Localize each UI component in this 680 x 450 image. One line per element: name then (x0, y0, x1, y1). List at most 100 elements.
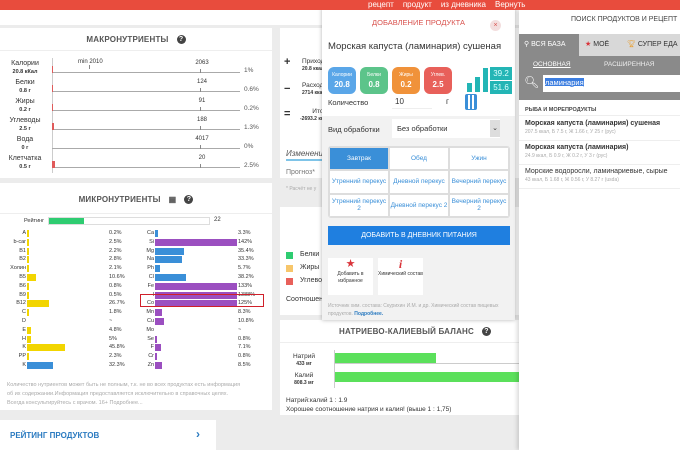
micro-percent: 142% (238, 238, 253, 245)
meal-option[interactable]: Вечерний перекус 2 (449, 193, 509, 217)
norm-value: 4017 (195, 136, 209, 142)
meal-option[interactable]: Утренний перекус (329, 170, 389, 194)
link-product[interactable]: продукт (402, 0, 432, 9)
micro-bar (155, 344, 161, 352)
micro-name: C (22, 309, 26, 316)
micro-name: Se (147, 335, 154, 342)
link-from-diary[interactable]: из дневника (440, 0, 486, 9)
micro-row: Se 0.8% (128, 335, 268, 344)
micro-bar (27, 274, 36, 281)
macro-row: Белки 0.8 г 124 0.6% (0, 79, 272, 98)
search-result[interactable]: Морские водоросли, ламинариевые, сырые 43… (519, 165, 680, 189)
micro-bar (155, 256, 183, 264)
quantity-label: Количество (328, 98, 369, 107)
add-to-diary-button[interactable]: ДОБАВИТЬ В ДНЕВНИК ПИТАНИЯ (328, 226, 510, 245)
micro-bar (27, 309, 29, 317)
link-recipe[interactable]: рецепт (368, 0, 394, 9)
total-label: Итого (312, 108, 330, 115)
micro-bar (155, 230, 158, 237)
meal-option[interactable]: Вечерний перекус (449, 170, 509, 194)
micro-percent: 10.6% (109, 274, 125, 280)
nutrient-badge: Калории 20.8 (328, 67, 356, 94)
potassium-label: Калий (294, 372, 314, 379)
quantity-input[interactable]: 10 (392, 94, 432, 109)
meal-option[interactable]: Дневной перекус 2 (389, 193, 449, 217)
micro-row: H 5% (0, 335, 140, 344)
score-bottom: 51.6 (493, 83, 509, 92)
micro-name: Fe (147, 282, 154, 289)
tab-all-base[interactable]: ⚲ ВСЯ БАЗА (519, 34, 579, 56)
micro-percent: 2.5% (109, 238, 122, 245)
micro-percent: 125% (238, 300, 253, 307)
badge-label: Белки (367, 72, 381, 78)
more-link[interactable]: Подробнее. (354, 311, 384, 317)
tab-super-food[interactable]: 🏆︎ СУПЕР ЕДА (627, 34, 678, 56)
meal-option[interactable]: Ужин (449, 147, 509, 171)
search-result[interactable]: Морская капуста (ламинария) сушеная 207.5… (519, 117, 680, 141)
percent-value: 0.2% (244, 105, 259, 112)
micro-name: K (22, 362, 26, 368)
search-input[interactable]: ламинария (543, 75, 680, 92)
favorite-label: Добавить в избранное (337, 271, 364, 284)
micro-percent: 0.8% (109, 282, 122, 289)
badge-label: Жиры (399, 72, 413, 78)
meal-option[interactable]: Обед (389, 147, 449, 171)
search-result[interactable]: Морская капуста (ламинария) 24.9 ккал, Б … (519, 141, 680, 165)
product-rating-link[interactable]: РЕЙТИНГ ПРОДУКТОВ › (0, 420, 216, 450)
macro-row: Калории 20.8 кКал 2063 1% (0, 60, 272, 79)
chemical-label: Химический состав (378, 271, 423, 277)
chevron-down-icon[interactable]: ⌄ (490, 120, 500, 137)
meal-option[interactable]: Утренний перекус 2 (329, 193, 389, 217)
micro-percent: 2.2% (109, 247, 122, 254)
link-return[interactable]: Вернуть (494, 0, 526, 9)
total-value: -2693.2 ккал (300, 116, 330, 122)
result-info: 43 ккал, Б 1.68 г, Ж 0.56 г, У 8.27 г (u… (525, 177, 619, 183)
micro-title: МИКРОНУТРИЕНТЫ (78, 195, 161, 204)
micro-bar (155, 353, 157, 361)
help-icon[interactable]: ? (184, 195, 194, 205)
micro-disclaimer: Количество нутриентов может быть не полн… (7, 382, 241, 406)
forecast-note: * Расчёт не у (286, 186, 317, 192)
micro-bar (27, 326, 31, 334)
sodium-bar (335, 353, 436, 363)
macro-row: Жиры 0.2 г 91 0.2% (0, 98, 272, 117)
micro-row: PP 2.3% (0, 353, 140, 361)
macro-bar (52, 104, 53, 111)
micro-bar (27, 353, 29, 361)
expense-label: Расход (302, 82, 324, 89)
macro-label: Жиры 0.2 г (4, 98, 46, 114)
tab-mine[interactable]: ★ МОЁ (585, 34, 609, 56)
subtab-basic[interactable]: ОСНОВНАЯ (533, 61, 571, 68)
macro-bar (52, 85, 53, 92)
micro-bar (27, 335, 32, 343)
micro-row: B6 0.8% (0, 282, 140, 291)
add-favorite-button[interactable]: ★ Добавить в избранное (328, 258, 373, 295)
micro-percent: 26.7% (109, 300, 125, 307)
micro-percent: 7.1% (238, 344, 251, 351)
processing-select[interactable]: Без обработки (392, 119, 500, 138)
sodium-label: Натрий (292, 353, 316, 360)
calculator-icon[interactable] (465, 94, 477, 110)
micro-name: Mg (146, 247, 154, 254)
close-icon[interactable]: × (490, 20, 501, 31)
micro-percent: 1.8% (109, 309, 122, 316)
micro-row: Cu 10.8% (128, 318, 268, 326)
chemical-composition-button[interactable]: i Химический состав (378, 258, 423, 295)
micro-row: B12 26.7% (0, 300, 140, 308)
micro-percent: 8.5% (238, 362, 251, 368)
micro-row: Fe 133% (128, 282, 268, 291)
nutrient-name: Жиры (15, 98, 35, 105)
micro-bar (155, 247, 185, 255)
meal-option[interactable]: Завтрак (329, 147, 389, 171)
help-icon[interactable]: ? (482, 327, 492, 337)
meal-option[interactable]: Дневной перекус (389, 170, 449, 194)
nutrient-badge: Углев. 2.5 (424, 67, 452, 94)
changes-tab[interactable]: Изменения (286, 149, 328, 158)
help-icon[interactable]: ? (176, 35, 186, 45)
micro-row: K 32.3% (0, 362, 140, 370)
processing-label: Вид обработки (328, 125, 380, 134)
micro-name: Zn (147, 362, 154, 368)
micro-row: C 1.8% (0, 309, 140, 317)
subtab-extended[interactable]: РАСШИРЕННАЯ (604, 61, 655, 68)
table-icon[interactable]: ▦ (168, 195, 177, 204)
